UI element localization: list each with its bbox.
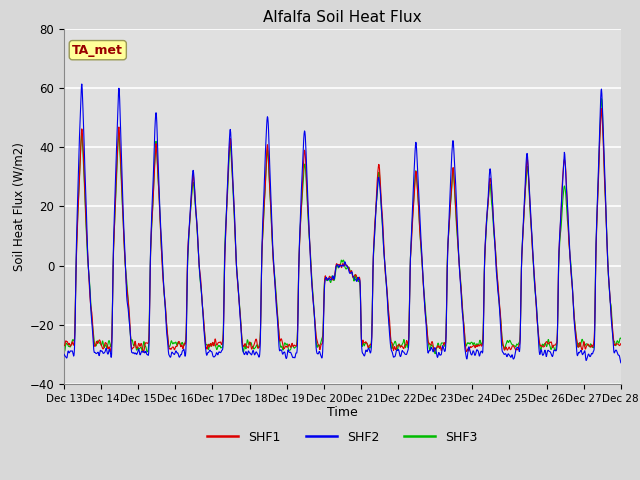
SHF1 [568, 277, 575, 283]
SHF1 [279, 342, 287, 348]
SHF2 [568, 275, 575, 281]
SHF1 [184, 262, 191, 268]
SHF3 [598, 96, 605, 102]
SHF3 [428, 342, 436, 348]
X-axis label: Time: Time [327, 407, 358, 420]
SHF3 [617, 336, 625, 341]
SHF1 [428, 339, 436, 345]
SHF1 [60, 343, 68, 348]
SHF1 [617, 341, 625, 347]
SHF3 [183, 291, 191, 297]
Line: SHF1: SHF1 [64, 108, 621, 352]
SHF1 [598, 106, 605, 111]
Line: SHF3: SHF3 [64, 99, 621, 354]
SHF3 [60, 347, 68, 352]
Y-axis label: Soil Heat Flux (W/m2): Soil Heat Flux (W/m2) [12, 142, 26, 271]
SHF2 [520, 210, 527, 216]
Line: SHF2: SHF2 [64, 84, 621, 363]
SHF2 [617, 360, 625, 366]
SHF3 [520, 216, 527, 222]
SHF3 [568, 276, 575, 281]
SHF2 [60, 351, 68, 357]
SHF2 [428, 346, 436, 352]
SHF2 [184, 269, 191, 275]
SHF3 [431, 351, 439, 357]
SHF1 [520, 217, 527, 223]
SHF3 [292, 344, 300, 350]
Legend: SHF1, SHF2, SHF3: SHF1, SHF2, SHF3 [202, 426, 483, 449]
SHF2 [279, 351, 287, 357]
SHF1 [140, 349, 147, 355]
SHF3 [278, 346, 286, 351]
SHF1 [292, 343, 300, 349]
SHF2 [78, 81, 86, 87]
SHF2 [292, 350, 300, 356]
Text: TA_met: TA_met [72, 44, 124, 57]
Title: Alfalfa Soil Heat Flux: Alfalfa Soil Heat Flux [263, 10, 422, 25]
